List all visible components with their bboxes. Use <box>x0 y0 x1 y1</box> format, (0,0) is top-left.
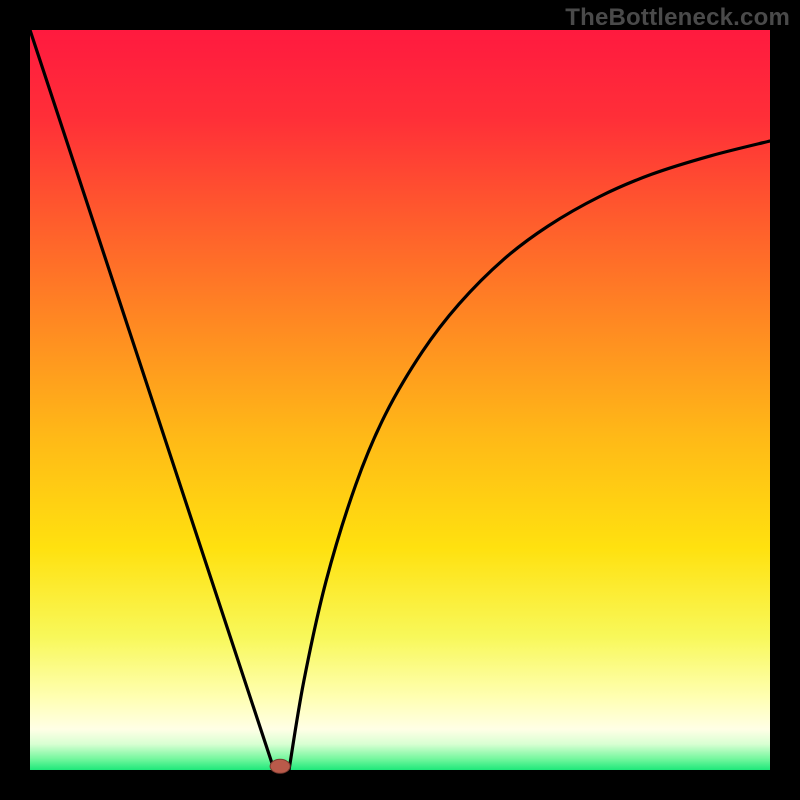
minimum-marker <box>270 759 290 773</box>
bottleneck-chart <box>0 0 800 800</box>
chart-plot-area <box>30 30 770 770</box>
watermark-text: TheBottleneck.com <box>565 4 790 32</box>
chart-container: TheBottleneck.com <box>0 0 800 800</box>
